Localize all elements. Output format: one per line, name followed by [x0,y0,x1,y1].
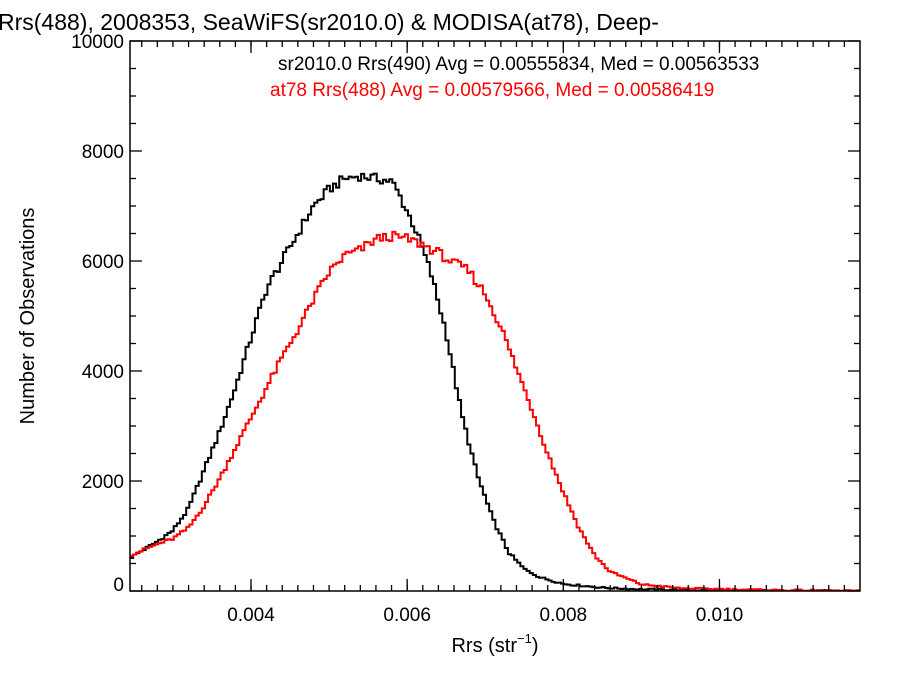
x-axis-label-superscript: −1 [517,631,532,646]
x-tick-label: 0.004 [227,605,275,626]
y-tick-label: 10000 [71,32,124,53]
y-tick-label: 6000 [82,252,124,273]
legend-series-2: at78 Rrs(488) Avg = 0.00579566, Med = 0.… [270,80,714,101]
plot-area [130,172,860,591]
chart-title: Rrs(488), 2008353, SeaWiFS(sr2010.0) & M… [0,9,659,35]
series-line-2 [130,230,860,591]
y-axis-label: Number of Observations [17,208,39,425]
x-axis-label-suffix: ) [532,635,539,657]
x-tick-label: 0.010 [696,605,744,626]
y-tick-label: 8000 [82,142,124,163]
y-tick-label: 4000 [82,362,124,383]
y-tick-label: 2000 [82,472,124,493]
y-tick-label: 0 [113,575,124,596]
x-axis-label: Rrs (str−1) [451,631,538,657]
x-tick-label: 0.006 [383,605,431,626]
x-axis-label-main: Rrs (str [451,635,517,657]
x-tick-label: 0.008 [540,605,588,626]
legend-series-1: sr2010.0 Rrs(490) Avg = 0.00555834, Med … [278,54,759,75]
series-line-1 [130,172,860,591]
axis-ticks: 0.004 0.006 0.008 0.010 0 2000 4000 6000 8000 100… [71,32,860,626]
